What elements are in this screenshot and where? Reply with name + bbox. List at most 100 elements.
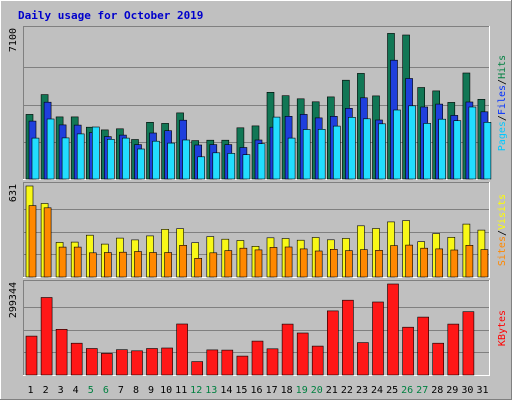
bar-kbytes-day-14 [221,349,234,376]
day-label-11: 11 [175,385,187,396]
bar-kbytes-day-26 [402,326,414,376]
day-label-10: 10 [160,385,172,396]
bar-kbytes-day-23 [357,342,369,376]
day-label-18: 18 [281,385,293,396]
day-label-7: 7 [118,385,124,396]
bar-pages-day-17 [272,116,281,180]
bar-kbytes-day-18 [281,323,294,376]
bar-pages-day-20 [317,129,326,180]
day-label-19: 19 [296,385,308,396]
bar-kbytes-day-29 [447,323,460,376]
legend-part: Visits [497,194,508,230]
bar-sites-day-3 [58,246,67,278]
bar-sites-day-4 [73,246,82,278]
bar-sites-day-19 [299,248,308,278]
bar-pages-day-8 [137,148,145,180]
day-label-27: 27 [416,385,428,396]
bar-sites-day-9 [149,252,157,278]
bar-pages-day-31 [483,122,492,180]
day-label-23: 23 [356,385,368,396]
panel-legend: KBytes [497,310,508,346]
bar-pages-day-24 [378,123,386,180]
bar-kbytes-day-22 [342,299,354,376]
bar-kbytes-day-19 [296,332,309,376]
bar-pages-day-7 [122,137,130,180]
bar-sites-day-1 [28,205,37,278]
legend-part: / [497,79,508,85]
bar-pages-day-3 [61,137,70,180]
bar-sites-day-8 [134,251,142,278]
bar-kbytes-day-30 [462,311,475,376]
bar-pages-day-16 [257,143,266,180]
bar-kbytes-day-9 [146,348,158,376]
day-label-2: 2 [43,385,49,396]
day-label-21: 21 [326,385,338,396]
bar-sites-day-17 [269,247,278,278]
bar-sites-day-20 [314,250,323,278]
bar-sites-day-16 [254,249,263,278]
bar-pages-day-2 [46,118,55,180]
bar-sites-day-12 [194,257,202,278]
bar-sites-day-25 [390,245,398,278]
bar-sites-day-14 [224,250,233,278]
day-label-13: 13 [205,385,217,396]
day-label-1: 1 [27,385,33,396]
panel-3: 299344 KBytes [8,280,508,376]
bar-kbytes-day-5 [86,348,98,376]
bar-sites-day-23 [360,249,368,278]
bar-sites-day-30 [465,245,474,278]
bar-pages-day-15 [242,154,251,180]
bar-pages-day-21 [332,125,341,180]
bar-kbytes-day-20 [311,345,324,376]
bar-pages-day-1 [31,137,40,180]
bar-pages-day-22 [348,117,356,180]
bar-pages-day-23 [363,118,371,180]
day-label-16: 16 [250,385,262,396]
bar-kbytes-day-4 [70,342,83,376]
bar-pages-day-26 [408,105,416,180]
chart-title: Daily usage for October 2019 [18,9,203,22]
day-label-15: 15 [235,385,247,396]
bar-sites-day-10 [164,252,172,278]
legend-part: Files [497,85,508,115]
legend-part: Hits [497,55,508,79]
bar-pages-day-14 [227,153,236,180]
bar-kbytes-day-25 [387,283,399,376]
day-label-8: 8 [133,385,139,396]
panel-2: 631 Sites/Visits [8,182,508,278]
bar-sites-day-15 [239,247,248,278]
day-label-22: 22 [341,385,353,396]
day-label-4: 4 [73,385,79,396]
day-label-20: 20 [311,385,323,396]
axis-max-label: 7100 [8,28,19,52]
bar-kbytes-day-7 [116,349,128,376]
bar-pages-day-9 [152,140,160,180]
bar-pages-day-30 [468,106,477,180]
legend-part: Pages [497,121,508,151]
bar-kbytes-day-16 [251,340,264,376]
panel-legend: Pages/Files/Hits [497,55,508,151]
bar-sites-day-6 [104,252,112,278]
bar-sites-day-21 [329,249,338,278]
bar-kbytes-day-3 [55,328,68,376]
day-label-14: 14 [220,385,232,396]
legend-part: Sites [497,236,508,266]
bar-sites-day-26 [405,244,413,278]
panel-legend: Sites/Visits [497,194,508,266]
bar-sites-day-24 [375,250,383,278]
bar-sites-day-31 [480,249,489,278]
day-label-26: 26 [401,385,413,396]
legend-part: / [497,115,508,121]
bar-kbytes-day-13 [206,349,219,376]
day-label-24: 24 [371,385,383,396]
bar-pages-day-19 [302,129,311,180]
bar-sites-day-18 [284,246,293,278]
day-label-12: 12 [190,385,202,396]
day-label-29: 29 [446,385,458,396]
bar-kbytes-day-27 [417,316,430,376]
bar-sites-day-2 [43,207,52,278]
bar-pages-day-10 [167,142,175,180]
legend-part: / [497,230,508,236]
